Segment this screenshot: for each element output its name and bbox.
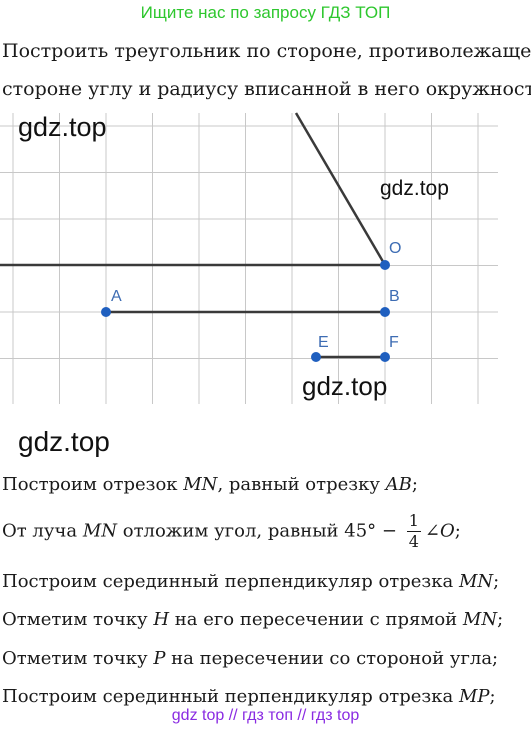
solution-step-3: Построим серединный перпендикуляр отрезк…: [2, 571, 500, 592]
solution-step-1: Построим отрезок MN, равный отрезку AB;: [2, 474, 418, 495]
point-o: [380, 260, 390, 270]
banner-top[interactable]: Ищите нас по запросу ГДЗ ТОП: [140, 3, 391, 22]
label-e: E: [318, 334, 329, 351]
label-b: B: [389, 288, 400, 305]
angle-ray: [294, 112, 387, 266]
watermark-2: gdz.top: [380, 177, 449, 200]
watermark-1: gdz.top: [18, 112, 107, 142]
watermark-3: gdz.top: [302, 371, 388, 401]
watermark-4: gdz.top: [18, 426, 110, 457]
point-b: [380, 307, 390, 317]
label-a: A: [111, 288, 122, 305]
problem-line-1: Построить треугольник по стороне, против…: [2, 40, 531, 62]
banner-bottom[interactable]: gdz top // гдз топ // гдз top: [171, 707, 360, 724]
problem-line-2: стороне углу и радиусу вписанной в него …: [2, 78, 531, 100]
label-o: O: [389, 240, 401, 257]
point-e: [311, 352, 321, 362]
label-f: F: [389, 334, 399, 351]
grid: [0, 113, 498, 404]
solution-step-5: Отметим точку P на пересечении со сторон…: [2, 648, 499, 669]
solution-step-6: Построим серединный перпендикуляр отрезк…: [2, 686, 496, 707]
point-f: [380, 352, 390, 362]
solution-step-4: Отметим точку H на его пересечении с пря…: [2, 609, 504, 630]
point-a: [101, 307, 111, 317]
